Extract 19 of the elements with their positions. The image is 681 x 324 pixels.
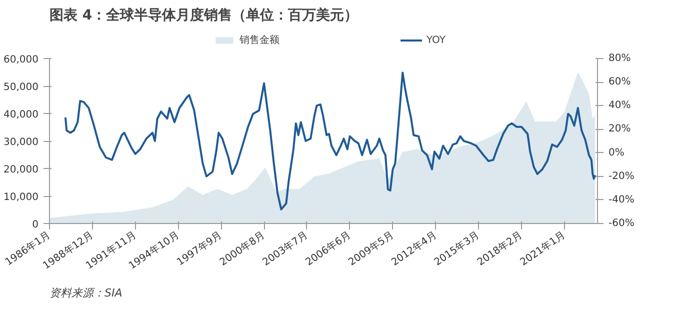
y2-tick-label: -20% [608, 170, 634, 182]
y-tick-label: 60,000 [4, 54, 39, 66]
y2-tick-label: 60% [608, 76, 631, 88]
legend-label: YOY [426, 34, 446, 46]
y2-tick-label: 80% [608, 53, 631, 64]
y-tick-label: 40,000 [4, 110, 39, 120]
y2-tick-label: 20% [608, 124, 631, 135]
y2-tick-label: 0% [608, 147, 624, 158]
y-tick-label: 50,000 [4, 82, 39, 93]
y-tick-label: 20,000 [4, 164, 39, 176]
y-tick-label: 30,000 [4, 137, 39, 148]
y2-tick-label: -40% [608, 194, 634, 206]
text: 资料来源：SIA [50, 286, 122, 300]
y2-tick-label: -60% [608, 218, 634, 229]
chart-title: 图表 4：全球半导体月度销售（单位：百万美元） [50, 6, 358, 24]
y2-tick-label: 40% [608, 100, 631, 112]
y-tick-label: 10,000 [4, 192, 39, 203]
y-tick-label: 0 [32, 220, 39, 230]
legend-label: 销售金额 [240, 34, 280, 47]
